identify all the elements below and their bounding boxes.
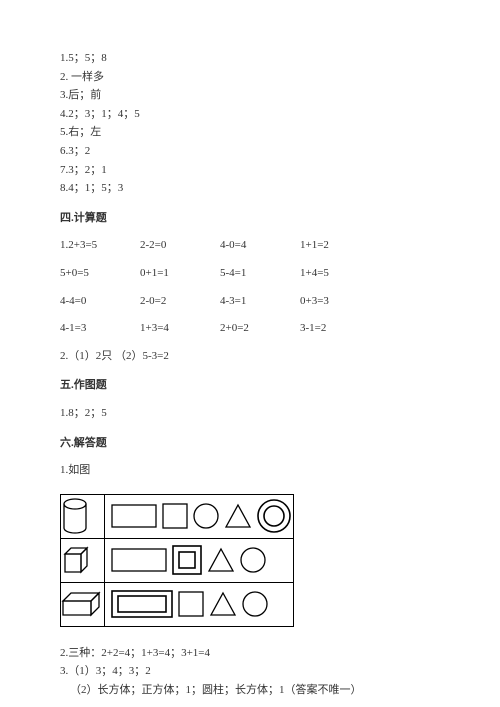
ans-line: 4.2；3；1；4；5	[60, 106, 440, 124]
ans-line: 3.后；前	[60, 87, 440, 105]
ans-line: 2. 一样多	[60, 69, 440, 87]
calc-row: 1.2+3=5 2-2=0 4-0=4 1+1=2	[60, 237, 440, 255]
cube-icon	[61, 544, 93, 576]
calc-grid: 1.2+3=5 2-2=0 4-0=4 1+1=2 5+0=5 0+1=1 5-…	[60, 237, 440, 337]
calc-cell: 0+1=1	[140, 265, 220, 283]
section6-line3: 3.（1）3；4；3；2	[60, 663, 440, 681]
rectangle-icon	[111, 548, 167, 572]
triangle-icon	[207, 547, 235, 573]
cell-shapes-row2	[105, 538, 294, 582]
circle-icon	[240, 547, 266, 573]
section6-line2: 2.三种：2+2=4；1+3=4；3+1=4	[60, 645, 440, 663]
calc-cell: 1+1=2	[300, 237, 380, 255]
shape-table	[60, 494, 294, 627]
calc-cell: 1+3=4	[140, 320, 220, 338]
section5-title: 五.作图题	[60, 377, 440, 395]
square-icon	[178, 591, 204, 617]
cell-shapes-row3	[105, 582, 294, 626]
calc-cell: 4-0=4	[220, 237, 300, 255]
calc-cell: 2+0=2	[220, 320, 300, 338]
calc-cell: 5+0=5	[60, 265, 140, 283]
section5-line: 1.8；2；5	[60, 405, 440, 423]
shape-diagram	[60, 494, 440, 627]
section6-line4: （2）长方体；正方体；1；圆柱；长方体；1（答案不唯一）	[60, 682, 440, 700]
section6-line1: 1.如图	[60, 462, 440, 480]
cell-cuboid	[61, 582, 105, 626]
calc-row: 4-4=0 2-0=2 4-3=1 0+3=3	[60, 293, 440, 311]
calc-cell: 2-0=2	[140, 293, 220, 311]
square-ring-icon	[172, 545, 202, 575]
triangle-icon	[224, 503, 252, 529]
calc-row: 4-1=3 1+3=4 2+0=2 3-1=2	[60, 320, 440, 338]
ans-line: 1.5；5；8	[60, 50, 440, 68]
cell-cylinder	[61, 494, 105, 538]
ans-line: 8.4；1；5；3	[60, 180, 440, 198]
circle-icon	[242, 591, 268, 617]
calc-row: 5+0=5 0+1=1 5-4=1 1+4=5	[60, 265, 440, 283]
calc-cell: 5-4=1	[220, 265, 300, 283]
circle-icon	[193, 503, 219, 529]
section3-answers: 1.5；5；8 2. 一样多 3.后；前 4.2；3；1；4；5 5.右；左 6…	[60, 50, 440, 198]
cylinder-icon	[61, 498, 89, 534]
cell-shapes-row1	[105, 494, 294, 538]
rectangle-icon	[111, 504, 157, 528]
calc-cell: 4-3=1	[220, 293, 300, 311]
calc-cell: 1.2+3=5	[60, 237, 140, 255]
calc-cell: 4-4=0	[60, 293, 140, 311]
calc-line2: 2.（1）2只 （2）5-3=2	[60, 348, 440, 366]
cuboid-icon	[61, 591, 101, 617]
square-icon	[162, 503, 188, 529]
calc-cell: 4-1=3	[60, 320, 140, 338]
ans-line: 6.3；2	[60, 143, 440, 161]
triangle-icon	[209, 591, 237, 617]
section4-title: 四.计算题	[60, 210, 440, 228]
rectangle-ring-icon	[111, 590, 173, 618]
calc-cell: 3-1=2	[300, 320, 380, 338]
ans-line: 5.右；左	[60, 124, 440, 142]
ans-line: 7.3；2；1	[60, 162, 440, 180]
circle-ring-icon	[257, 499, 291, 533]
calc-cell: 1+4=5	[300, 265, 380, 283]
section6-title: 六.解答题	[60, 435, 440, 453]
cell-cube	[61, 538, 105, 582]
calc-cell: 2-2=0	[140, 237, 220, 255]
calc-cell: 0+3=3	[300, 293, 380, 311]
